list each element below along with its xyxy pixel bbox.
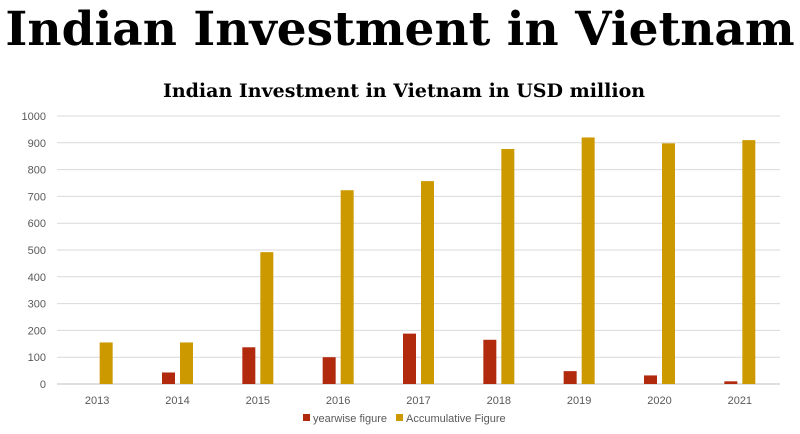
- bar-accumulative-2014: [180, 342, 193, 384]
- y-tick-label: 900: [28, 138, 46, 150]
- legend-label: yearwise figure: [313, 413, 387, 425]
- x-axis: 2013 2014 2015 2016 2017 2018 2019 2020 2021: [85, 395, 752, 407]
- bar-accumulative-2015: [260, 252, 274, 384]
- x-tick-label: 2018: [487, 395, 511, 407]
- y-tick-label: 200: [28, 325, 46, 337]
- bar-accumulative-2020: [662, 143, 675, 384]
- bar-yearwise-2014: [162, 372, 175, 384]
- y-tick-label: 700: [28, 191, 46, 203]
- legend-swatch: [395, 414, 403, 421]
- legend: yearwise figure Accumulative Figure: [303, 413, 506, 425]
- x-tick-label: 2019: [567, 395, 591, 407]
- chart-title: Indian Investment in Vietnam in USD mill…: [163, 80, 645, 102]
- y-tick-label: 300: [28, 299, 46, 311]
- bar-accumulative-2013: [99, 342, 113, 384]
- bar-yearwise-2020: [644, 375, 657, 384]
- bar-accumulative-2019: [581, 137, 595, 384]
- bar-accumulative-2018: [501, 148, 515, 384]
- bar-yearwise-2018: [483, 339, 497, 384]
- y-tick-label: 1000: [22, 111, 46, 123]
- bar-yearwise-2021: [724, 381, 738, 384]
- x-tick-label: 2020: [647, 395, 671, 407]
- y-tick-label: 100: [28, 352, 46, 364]
- y-tick-label: 500: [28, 245, 46, 257]
- bars: [99, 137, 756, 384]
- bar-accumulative-2017: [421, 181, 434, 384]
- legend-swatch: [303, 414, 310, 421]
- y-axis: 0 100 200 300 400 500 600 700 800 900 1000: [22, 111, 46, 391]
- legend-label: Accumulative Figure: [406, 413, 506, 425]
- bar-accumulative-2021: [742, 140, 756, 384]
- bar-yearwise-2015: [242, 347, 256, 384]
- x-tick-label: 2016: [326, 395, 350, 407]
- y-tick-label: 600: [28, 218, 46, 230]
- bar-yearwise-2017: [403, 333, 416, 384]
- x-tick-label: 2021: [728, 395, 752, 407]
- y-tick-label: 400: [28, 272, 46, 284]
- gridlines: [57, 115, 780, 385]
- page-title: Indian Investment in Vietnam: [5, 2, 795, 57]
- bar-accumulative-2016: [340, 190, 354, 384]
- x-tick-label: 2017: [406, 395, 430, 407]
- x-tick-label: 2015: [246, 395, 270, 407]
- x-tick-label: 2013: [85, 395, 109, 407]
- bar-yearwise-2016: [322, 357, 336, 384]
- y-tick-label: 800: [28, 165, 46, 177]
- y-tick-label: 0: [40, 379, 46, 391]
- x-tick-label: 2014: [165, 395, 189, 407]
- bar-yearwise-2019: [563, 371, 577, 384]
